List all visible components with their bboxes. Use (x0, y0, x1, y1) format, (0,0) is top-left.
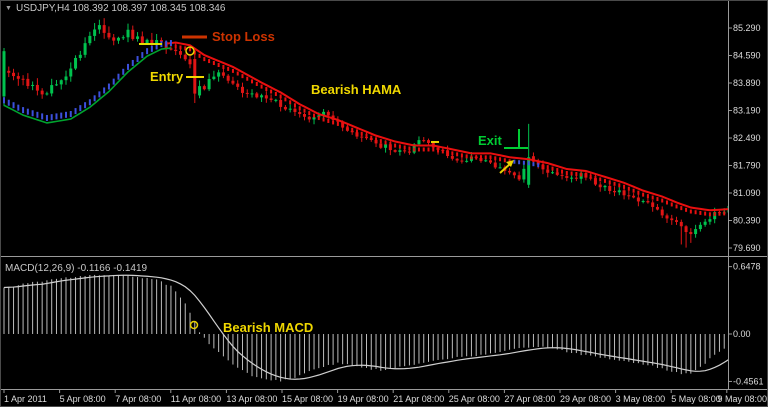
time-axis-label: 11 Apr 08:00 (171, 394, 221, 404)
exit-label: Exit (478, 133, 503, 148)
macd-histogram (3, 274, 725, 382)
price-axis-label: 80.390 (733, 215, 761, 225)
time-axis-label: 3 May 08:00 (616, 394, 666, 404)
hama-line-down (166, 41, 728, 212)
price-axis-label: 81.790 (733, 160, 761, 170)
macd-axis-label: 0.00 (733, 329, 751, 339)
bearish-hama-label: Bearish HAMA (311, 82, 402, 97)
macd-axis-label: -0.4561 (733, 376, 764, 386)
exit-arrow-icon (499, 160, 514, 174)
time-axis-label: 5 May 08:00 (671, 394, 721, 404)
price-axis-label: 83.890 (733, 78, 761, 88)
macd-signal-line (3, 274, 728, 380)
time-axis-label: 25 Apr 08:00 (449, 394, 500, 404)
stop-loss-label: Stop Loss (212, 29, 275, 44)
macd-pane (3, 274, 728, 382)
price-axis-label: 81.090 (733, 188, 761, 198)
time-axis-label: 13 Apr 08:00 (226, 394, 277, 404)
chart-title: USDJPY,H4 108.392 108.397 108.345 108.34… (16, 3, 226, 14)
time-axis-label: 21 Apr 08:00 (393, 394, 444, 404)
time-axis-label: 27 Apr 08:00 (504, 394, 555, 404)
entry-signal-icon (185, 46, 195, 56)
bearish-macd-label: Bearish MACD (223, 320, 313, 335)
macd-indicator-label: MACD(12,26,9) -0.1166 -0.1419 (5, 263, 148, 274)
symbol-marker-icon: ▼ (5, 5, 12, 12)
time-axis-label: 19 Apr 08:00 (338, 394, 389, 404)
price-axis-label: 84.590 (733, 50, 761, 60)
time-axis-label: 1 Apr 2011 (4, 394, 47, 404)
time-axis-label: 7 Apr 08:00 (115, 394, 161, 404)
price-axis-label: 83.190 (733, 105, 761, 115)
panel-divider[interactable] (1, 254, 767, 259)
price-axis-label: 85.290 (733, 23, 761, 33)
macd-signal-icon (189, 320, 199, 330)
hama-line-up (3, 47, 172, 124)
macd-axis-label: 0.6478 (733, 262, 761, 272)
hama-overlay (3, 40, 728, 217)
time-axis-label: 29 Apr 08:00 (560, 394, 611, 404)
price-axis-label: 82.490 (733, 133, 761, 143)
candlestick-series (2, 18, 728, 248)
time-axis-label: 9 May 08:00 (717, 394, 767, 404)
time-axis-label: 15 Apr 08:00 (282, 394, 333, 404)
price-axis-label: 79.690 (733, 243, 761, 253)
main-price-pane (2, 18, 728, 248)
time-axis-label: 5 Apr 08:00 (60, 394, 106, 404)
entry-label: Entry (150, 69, 184, 84)
chart-annotations: Stop Loss Entry Bearish HAMA Exit Bearish MA… (139, 29, 528, 335)
